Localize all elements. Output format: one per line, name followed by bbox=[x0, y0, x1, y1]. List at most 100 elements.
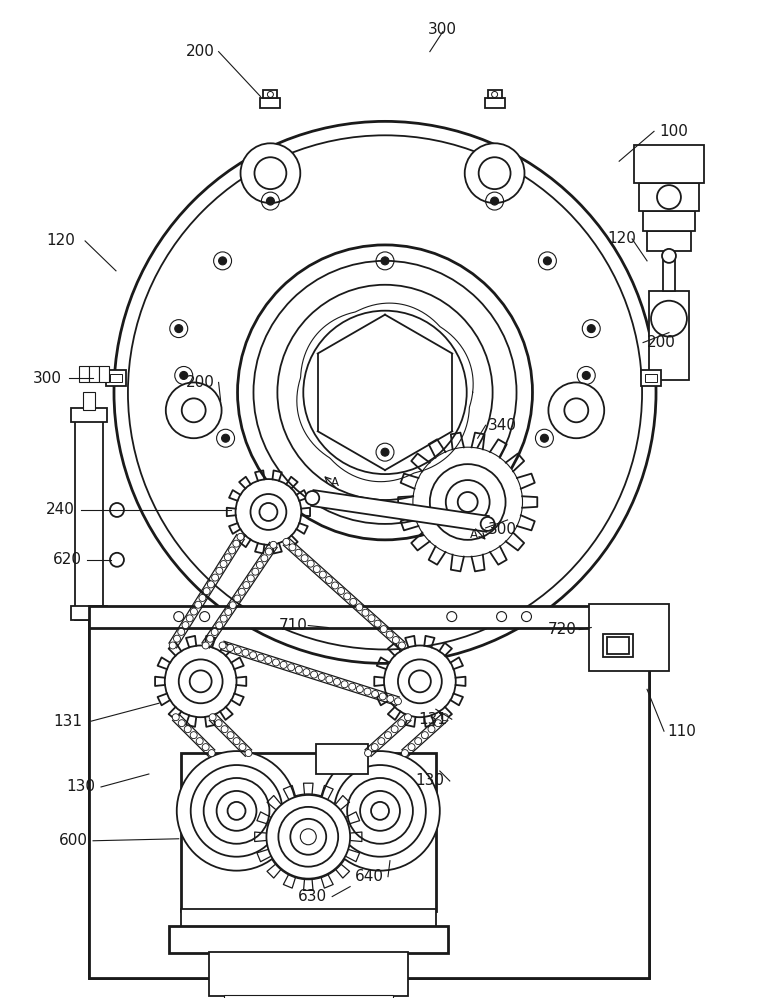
Circle shape bbox=[356, 686, 363, 693]
Circle shape bbox=[350, 598, 357, 605]
Circle shape bbox=[215, 720, 222, 727]
Circle shape bbox=[387, 695, 394, 702]
Circle shape bbox=[480, 517, 495, 531]
Circle shape bbox=[236, 479, 301, 545]
Circle shape bbox=[224, 554, 231, 561]
Circle shape bbox=[227, 802, 245, 820]
Circle shape bbox=[303, 311, 466, 474]
Circle shape bbox=[204, 778, 269, 844]
Circle shape bbox=[190, 765, 282, 857]
Text: 131: 131 bbox=[53, 714, 82, 729]
Circle shape bbox=[216, 567, 223, 574]
Bar bbox=[608, 637, 629, 654]
Circle shape bbox=[207, 635, 214, 642]
Circle shape bbox=[662, 249, 676, 263]
Bar bbox=[641, 370, 661, 386]
Circle shape bbox=[368, 615, 375, 622]
Bar bbox=[180, 753, 436, 911]
Circle shape bbox=[544, 257, 551, 265]
Bar bbox=[224, 995, 393, 1000]
Circle shape bbox=[283, 538, 290, 545]
Bar bbox=[180, 909, 436, 928]
Bar bbox=[106, 370, 126, 386]
Bar bbox=[647, 231, 691, 251]
Text: 600: 600 bbox=[59, 833, 88, 848]
Bar bbox=[485, 98, 504, 108]
Circle shape bbox=[195, 601, 202, 608]
Circle shape bbox=[319, 571, 326, 578]
Circle shape bbox=[334, 765, 426, 857]
Circle shape bbox=[398, 720, 405, 727]
Circle shape bbox=[381, 257, 389, 265]
Text: 120: 120 bbox=[46, 233, 75, 248]
Circle shape bbox=[217, 791, 257, 831]
Circle shape bbox=[465, 143, 524, 203]
Circle shape bbox=[356, 604, 363, 611]
Text: 630: 630 bbox=[298, 889, 328, 904]
Circle shape bbox=[446, 480, 490, 524]
Circle shape bbox=[479, 157, 510, 189]
Circle shape bbox=[216, 622, 223, 629]
Circle shape bbox=[338, 587, 345, 594]
Circle shape bbox=[325, 577, 332, 584]
Circle shape bbox=[441, 714, 448, 721]
Polygon shape bbox=[311, 490, 489, 532]
Circle shape bbox=[381, 448, 389, 456]
Bar bbox=[110, 374, 122, 382]
Circle shape bbox=[265, 794, 351, 880]
Circle shape bbox=[247, 575, 254, 582]
Circle shape bbox=[320, 751, 439, 871]
Circle shape bbox=[371, 802, 389, 820]
Bar bbox=[89, 620, 649, 978]
Circle shape bbox=[234, 595, 241, 602]
Text: 100: 100 bbox=[659, 124, 688, 139]
Circle shape bbox=[391, 726, 398, 733]
Circle shape bbox=[227, 644, 234, 651]
Circle shape bbox=[237, 533, 244, 540]
Circle shape bbox=[202, 642, 209, 649]
Text: 120: 120 bbox=[608, 231, 636, 246]
Bar bbox=[75, 410, 103, 620]
Circle shape bbox=[221, 434, 230, 442]
Circle shape bbox=[415, 738, 422, 745]
Circle shape bbox=[295, 666, 302, 673]
Bar bbox=[209, 952, 408, 996]
Circle shape bbox=[179, 659, 223, 703]
Bar bbox=[643, 211, 695, 231]
Circle shape bbox=[267, 795, 350, 879]
Circle shape bbox=[364, 688, 371, 695]
Circle shape bbox=[257, 561, 264, 568]
Circle shape bbox=[208, 750, 215, 757]
Circle shape bbox=[225, 608, 232, 615]
Bar bbox=[603, 634, 633, 657]
Circle shape bbox=[272, 659, 279, 666]
Bar bbox=[589, 604, 669, 671]
Circle shape bbox=[392, 637, 399, 644]
Circle shape bbox=[245, 750, 252, 757]
Circle shape bbox=[344, 593, 351, 600]
Text: 200: 200 bbox=[186, 375, 214, 390]
Circle shape bbox=[252, 568, 259, 575]
Circle shape bbox=[221, 726, 228, 733]
Circle shape bbox=[261, 555, 268, 562]
Bar bbox=[99, 366, 109, 382]
Circle shape bbox=[220, 561, 227, 568]
Text: 300: 300 bbox=[33, 371, 62, 386]
Bar bbox=[79, 366, 89, 382]
Circle shape bbox=[365, 750, 372, 757]
Circle shape bbox=[380, 626, 387, 633]
Text: 340: 340 bbox=[487, 418, 517, 433]
Circle shape bbox=[278, 807, 338, 867]
Circle shape bbox=[332, 582, 338, 589]
Circle shape bbox=[196, 738, 204, 745]
Text: 710: 710 bbox=[278, 618, 308, 633]
Circle shape bbox=[270, 541, 277, 548]
Text: 720: 720 bbox=[547, 622, 576, 637]
Circle shape bbox=[305, 491, 319, 505]
Text: 240: 240 bbox=[46, 502, 75, 517]
Circle shape bbox=[267, 197, 274, 205]
Circle shape bbox=[360, 791, 400, 831]
Text: 300: 300 bbox=[428, 22, 457, 37]
Circle shape bbox=[202, 744, 209, 751]
Circle shape bbox=[199, 594, 206, 601]
